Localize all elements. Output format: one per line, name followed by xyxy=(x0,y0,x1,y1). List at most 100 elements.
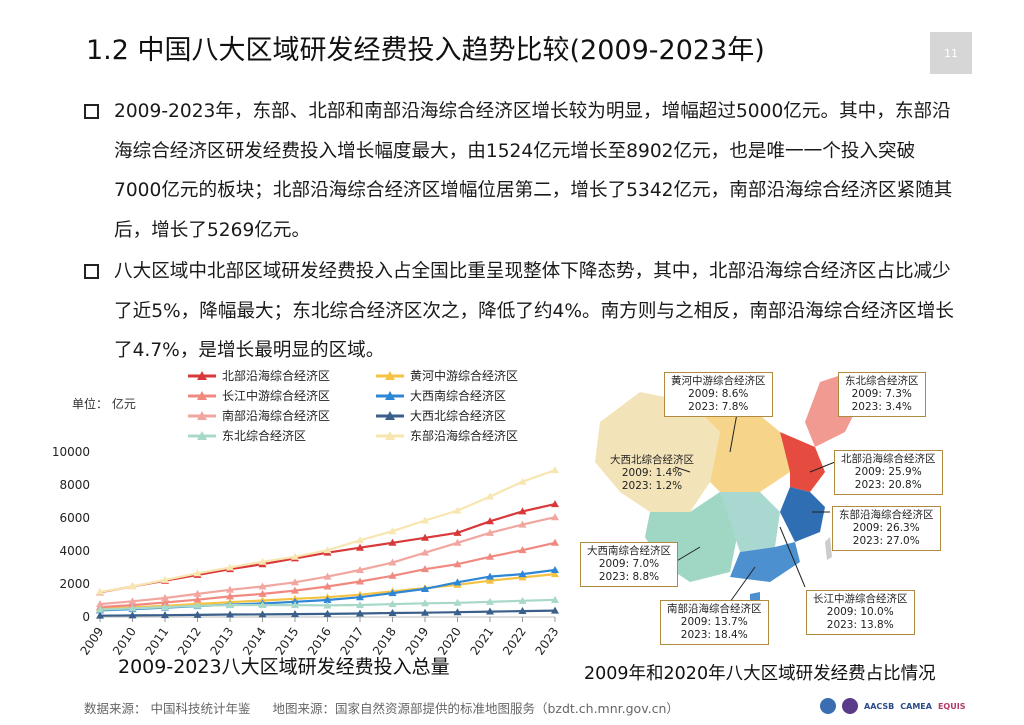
data-point xyxy=(518,507,527,515)
data-point xyxy=(323,596,332,604)
data-point xyxy=(486,607,494,615)
square-bullet-icon xyxy=(84,104,99,119)
legend-label: 东部沿海综合经济区 xyxy=(410,428,518,443)
region-east-coast xyxy=(780,487,825,542)
y-tick-label: 6000 xyxy=(59,511,90,525)
x-tick-label: 2021 xyxy=(467,625,496,658)
data-point xyxy=(128,597,137,605)
map-label-2023: 2023: 1.2% xyxy=(621,480,683,492)
y-tick-label: 2000 xyxy=(59,577,90,591)
map-label-northwest: 大西北综合经济区 2009: 1.4% 2023: 1.2% xyxy=(604,452,700,495)
legend-label: 东北综合经济区 xyxy=(222,428,306,443)
y-unit-label: 单位： 亿元 xyxy=(72,396,136,411)
data-point xyxy=(388,589,397,597)
map-label-2009: 2009: 10.0% xyxy=(826,606,894,618)
data-point xyxy=(323,572,332,580)
data-point xyxy=(453,560,462,568)
legend-label: 大西南综合经济区 xyxy=(410,388,506,403)
map-label-name: 黄河中游综合经济区 xyxy=(671,375,766,387)
data-point xyxy=(453,538,462,546)
legend-marker xyxy=(385,391,395,400)
line-chart: 单位： 亿元 北部沿海综合经济区 黄河中游综合经济区 长江中游综合经济区 大西南综合经济… xyxy=(0,360,580,690)
data-point xyxy=(518,477,527,485)
data-point xyxy=(291,552,299,560)
data-point xyxy=(291,601,299,609)
data-point xyxy=(161,603,169,611)
map-label-south-coast: 南部沿海综合经济区 2009: 13.7% 2023: 18.4% xyxy=(660,600,769,645)
map-label-name: 北部沿海综合经济区 xyxy=(841,453,936,465)
x-tick-label: 2022 xyxy=(500,625,529,658)
legend-marker xyxy=(197,431,207,440)
legend-marker xyxy=(197,371,207,380)
data-point xyxy=(453,598,462,606)
data-point xyxy=(551,513,559,521)
region-north-coast xyxy=(780,432,825,492)
map-label-name: 南部沿海综合经济区 xyxy=(667,603,762,615)
data-point xyxy=(161,575,169,583)
region-yellow-river xyxy=(690,402,790,492)
data-point xyxy=(96,611,104,619)
data-point xyxy=(258,600,267,608)
data-point xyxy=(193,569,202,577)
map-label-yangtze: 长江中游综合经济区 2009: 10.0% 2023: 13.8% xyxy=(806,590,915,635)
square-bullet-icon xyxy=(84,264,99,279)
legend-marker xyxy=(197,411,207,420)
map-label-name: 大西北综合经济区 xyxy=(610,454,694,466)
y-tick-label: 8000 xyxy=(59,478,90,492)
y-tick-label: 10000 xyxy=(52,445,90,459)
data-point xyxy=(486,572,494,580)
x-tick-label: 2023 xyxy=(532,625,561,658)
data-point xyxy=(486,597,494,605)
data-point xyxy=(551,538,559,546)
data-point xyxy=(551,500,559,508)
bullet-item: 八大区域中北部区域研发经费投入占全国比重呈现整体下降态势，其中，北部沿海综合经济… xyxy=(84,252,954,371)
map-label-2023: 2023: 27.0% xyxy=(852,535,920,547)
data-source: 数据来源： 中国科技统计年鉴 xyxy=(84,701,251,716)
bullet-text: 八大区域中北部区域研发经费投入占全国比重呈现整体下降态势，其中，北部沿海综合经济… xyxy=(114,261,954,361)
data-point xyxy=(96,605,104,613)
data-point xyxy=(518,596,527,604)
data-point xyxy=(486,528,494,536)
data-point xyxy=(128,611,137,619)
camea-logo: CAMEA xyxy=(900,701,932,711)
data-point xyxy=(226,585,234,593)
region-hainan xyxy=(750,592,760,602)
data-point xyxy=(356,536,364,544)
map-label-northeast: 东北综合经济区 2009: 7.3% 2023: 3.4% xyxy=(838,372,926,417)
data-point xyxy=(421,516,429,524)
map-label-2009: 2009: 26.3% xyxy=(852,522,920,534)
data-point xyxy=(388,600,397,608)
data-point xyxy=(421,599,429,607)
map-label-2023: 2023: 7.8% xyxy=(688,401,749,413)
data-point xyxy=(551,606,559,614)
data-point xyxy=(258,589,267,597)
map-label-2023: 2023: 18.4% xyxy=(680,629,748,641)
legend-label: 黄河中游综合经济区 xyxy=(410,368,518,383)
map-label-name: 大西南综合经济区 xyxy=(587,545,671,557)
data-point xyxy=(161,611,169,619)
data-point xyxy=(128,582,137,590)
map-label-2009: 2009: 25.9% xyxy=(854,466,922,478)
data-point xyxy=(518,546,527,554)
map-label-2023: 2023: 13.8% xyxy=(826,619,894,631)
legend-marker xyxy=(385,371,395,380)
data-point xyxy=(291,586,299,594)
data-point xyxy=(518,570,527,578)
data-point xyxy=(453,506,462,514)
data-point xyxy=(486,576,494,584)
data-point xyxy=(551,570,559,578)
map-caption: 2009年和2020年八大区域研发经费占比情况 xyxy=(584,664,936,684)
map-label-yellow-river: 黄河中游综合经济区 2009: 8.6% 2023: 7.8% xyxy=(664,372,773,417)
data-point xyxy=(193,601,202,609)
page-title: 1.2 中国八大区域研发经费投入趋势比较(2009-2023年) xyxy=(86,35,765,66)
data-point xyxy=(258,557,267,565)
map-label-north-coast: 北部沿海综合经济区 2009: 25.9% 2023: 20.8% xyxy=(834,450,943,495)
data-point xyxy=(193,589,202,597)
data-point xyxy=(258,582,267,590)
data-point xyxy=(453,608,462,616)
data-point xyxy=(161,594,169,602)
legend-marker xyxy=(385,411,395,420)
data-point xyxy=(193,610,202,618)
data-point xyxy=(551,565,559,573)
map-label-east-coast: 东部沿海综合经济区 2009: 26.3% 2023: 27.0% xyxy=(832,506,941,551)
